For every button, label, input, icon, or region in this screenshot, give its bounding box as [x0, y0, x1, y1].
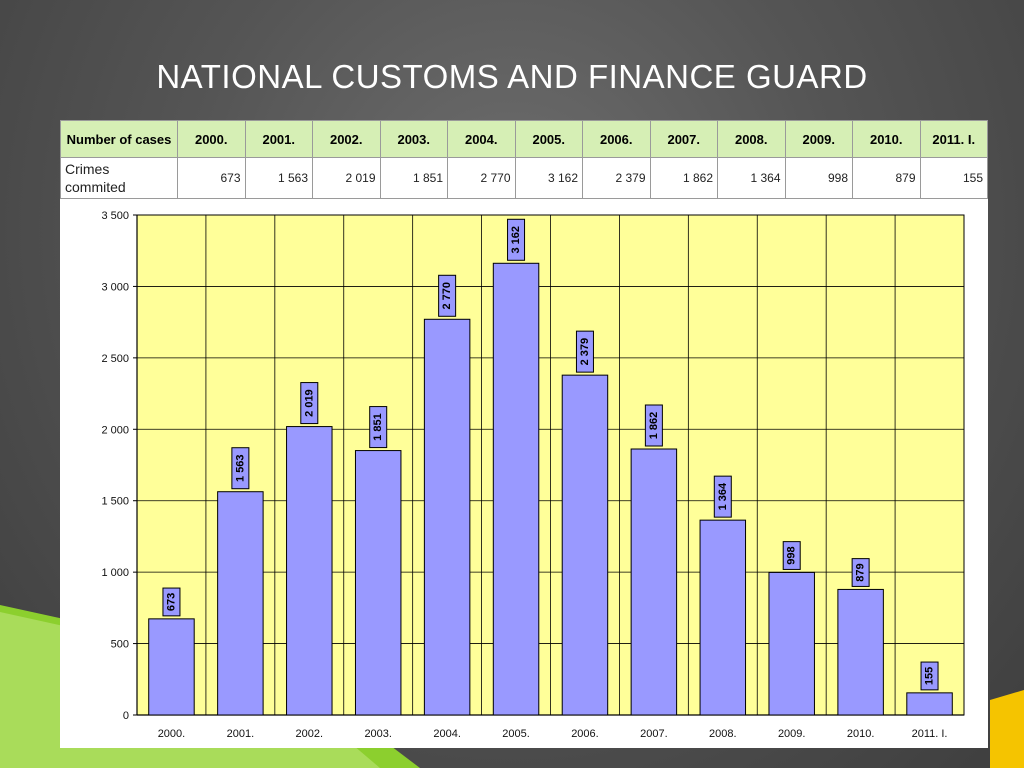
y-tick-label: 0 [123, 710, 129, 722]
table-col-header: 2000. [177, 120, 246, 158]
table-cell: 2 019 [312, 157, 381, 199]
data-label: 1 862 [648, 412, 660, 440]
y-tick-label: 2 500 [101, 353, 129, 365]
data-table: Number of cases 2000. 2001. 2002. 2003. … [60, 120, 988, 199]
table-cell: 1 364 [717, 157, 786, 199]
bar [837, 588, 884, 716]
table-cell: 155 [919, 157, 988, 199]
table-col-header: 2005. [514, 120, 583, 158]
table-col-header: 2011. I. [919, 120, 988, 158]
table-cell: 1 563 [244, 157, 313, 199]
table-row: Crimes commited 673 1 563 2 019 1 851 2 … [60, 157, 988, 199]
table-cell: 3 162 [514, 157, 583, 199]
table-col-header: 2002. [312, 120, 381, 158]
x-tick-label: 2003. [364, 728, 392, 740]
data-label: 2 019 [303, 389, 315, 417]
x-tick-label: 2009. [778, 728, 806, 740]
table-header-label: Number of cases [60, 120, 178, 158]
data-label-box [369, 406, 388, 449]
data-label: 1 364 [717, 482, 729, 510]
bar [768, 571, 815, 716]
table-cell: 2 379 [582, 157, 651, 199]
x-tick-label: 2006. [571, 728, 599, 740]
bar [148, 618, 195, 716]
bar [906, 692, 953, 716]
yellow-swoosh [990, 690, 1024, 768]
data-label-box [438, 274, 457, 317]
x-tick-label: 2008. [709, 728, 737, 740]
data-label: 1 851 [372, 413, 384, 441]
table-cell: 998 [784, 157, 853, 199]
table-cell: 1 851 [379, 157, 448, 199]
y-tick-label: 3 500 [101, 210, 129, 222]
bar [217, 491, 264, 716]
data-label-box [575, 330, 594, 373]
table-col-header: 2009. [784, 120, 853, 158]
data-label-box [851, 558, 870, 587]
slide-title: NATIONAL CUSTOMS AND FINANCE GUARD [156, 58, 868, 95]
data-label: 2 379 [579, 338, 591, 366]
bar [354, 450, 402, 716]
x-tick-label: 2002. [296, 728, 324, 740]
bar-chart: 0 500 1 000 1 500 2 000 2 500 3 000 3 500 673 200… [101, 210, 965, 740]
table-col-header: 2010. [852, 120, 921, 158]
x-tick-label: 2000. [158, 728, 186, 740]
data-label-box [782, 541, 801, 570]
x-tick-label: 2010. [847, 728, 875, 740]
data-label: 673 [165, 593, 177, 611]
data-label: 998 [786, 546, 798, 564]
data-label-box [507, 218, 526, 261]
table-col-header: 2007. [649, 120, 718, 158]
x-tick-label: 2004. [433, 728, 461, 740]
y-tick-label: 1 500 [101, 496, 129, 508]
y-tick-label: 500 [111, 639, 129, 651]
table-row-label: Crimes commited [60, 157, 178, 199]
data-label: 879 [855, 563, 867, 581]
chart-panel: Number of cases 2000. 2001. 2002. 2003. … [60, 120, 988, 748]
table-col-header: 2008. [717, 120, 786, 158]
data-label: 2 770 [441, 282, 453, 310]
bar [492, 262, 540, 716]
table-cell: 879 [852, 157, 921, 199]
table-cell: 1 862 [649, 157, 718, 199]
x-tick-label: 2007. [640, 728, 668, 740]
x-tick-label: 2001. [227, 728, 255, 740]
table-col-header: 2001. [244, 120, 313, 158]
y-tick-label: 1 000 [101, 567, 129, 579]
bar [699, 519, 747, 716]
table-col-header: 2003. [379, 120, 448, 158]
data-label-box [231, 447, 250, 490]
table-cell: 673 [177, 157, 246, 199]
data-label: 155 [924, 667, 936, 685]
y-tick-label: 2 000 [101, 424, 129, 436]
bar [286, 426, 333, 716]
data-label-box [920, 661, 939, 691]
data-label-box [162, 587, 181, 617]
table-col-header: 2006. [582, 120, 651, 158]
bar [630, 448, 678, 716]
table-cell: 2 770 [447, 157, 516, 199]
data-label: 1 563 [234, 454, 246, 482]
bar [561, 374, 609, 716]
y-tick-label: 3 000 [101, 281, 129, 293]
x-tick-label: 2005. [502, 728, 530, 740]
table-col-header: 2004. [447, 120, 516, 158]
data-label-box [644, 404, 663, 447]
data-label-box [300, 382, 319, 425]
table-header-row: Number of cases 2000. 2001. 2002. 2003. … [60, 120, 988, 158]
bar [423, 318, 471, 716]
x-tick-label: 2011. I. [912, 728, 948, 740]
data-label: 3 162 [510, 226, 522, 254]
data-label-box [713, 475, 732, 518]
